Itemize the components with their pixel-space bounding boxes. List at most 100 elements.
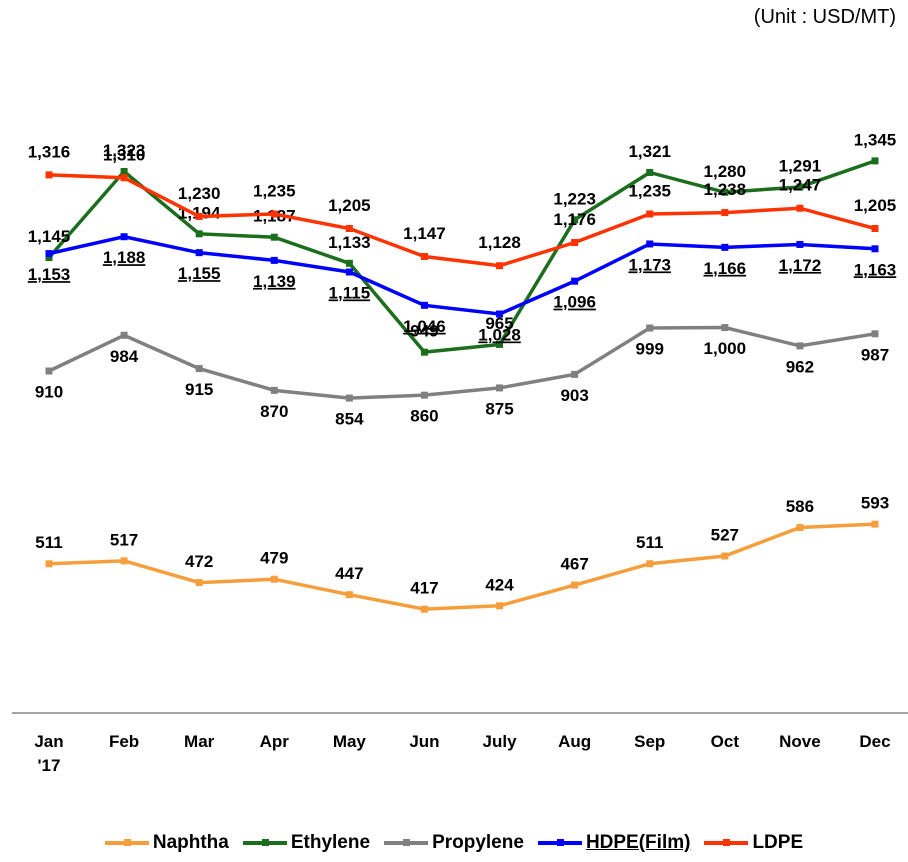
point <box>496 602 504 610</box>
point <box>270 256 278 264</box>
data-label: 479 <box>260 549 288 568</box>
data-label: 875 <box>485 399 513 418</box>
point <box>120 174 128 182</box>
point <box>646 210 654 218</box>
point <box>195 365 203 373</box>
point <box>120 168 128 176</box>
point <box>270 233 278 241</box>
legend-swatch <box>242 839 287 846</box>
point <box>721 243 729 251</box>
legend-item: HDPE(Film) <box>537 832 690 854</box>
point <box>871 225 879 233</box>
data-label: 1,115 <box>329 283 371 302</box>
data-label: 1,230 <box>178 184 221 203</box>
data-label: 511 <box>35 533 62 552</box>
point <box>496 262 504 270</box>
data-label: 1,163 <box>854 260 897 279</box>
data-label: 949 <box>410 322 438 341</box>
legend-label: LDPE <box>752 832 804 853</box>
point <box>496 310 504 318</box>
point <box>721 552 729 560</box>
data-label: 1,188 <box>103 248 146 267</box>
data-label: 870 <box>260 402 288 421</box>
point <box>571 370 579 378</box>
data-label: 1,153 <box>28 265 71 284</box>
data-label: 1,235 <box>253 181 296 200</box>
point <box>45 250 53 258</box>
data-label: 1,310 <box>103 145 146 164</box>
data-label: 1,321 <box>628 142 671 161</box>
data-label: 915 <box>185 380 213 399</box>
point <box>796 524 804 532</box>
data-label: 1,238 <box>704 180 747 199</box>
data-label: 1,205 <box>328 196 371 215</box>
point <box>345 259 353 267</box>
point <box>420 605 428 613</box>
data-label: 984 <box>110 347 139 366</box>
x-tick-label: Nove <box>779 732 821 751</box>
series-line <box>48 325 876 400</box>
x-tick-label: Aug <box>558 732 592 751</box>
point <box>45 253 53 261</box>
data-label: 1,046 <box>403 317 446 336</box>
data-label: 517 <box>110 530 138 549</box>
legend-item: Ethylene <box>242 832 370 854</box>
legend-swatch <box>704 839 749 846</box>
data-label: 586 <box>786 497 814 516</box>
series-line <box>48 173 876 268</box>
unit-note: (Unit : USD/MT) <box>753 6 896 28</box>
data-label: 1,139 <box>253 272 296 291</box>
data-label: 1,155 <box>178 264 221 283</box>
x-tick-label: Jun <box>409 732 440 751</box>
data-label: 1,145 <box>28 227 71 246</box>
data-label: 1,000 <box>704 339 747 358</box>
series-line <box>48 234 876 316</box>
point <box>345 268 353 276</box>
point <box>646 240 654 248</box>
legend-swatch <box>384 839 429 846</box>
data-label: 860 <box>410 407 438 426</box>
point <box>571 581 579 589</box>
data-label: 1,205 <box>854 196 897 215</box>
data-label: 1,172 <box>779 256 822 275</box>
point <box>345 394 353 402</box>
point <box>420 253 428 261</box>
legend-marker <box>123 839 131 846</box>
legend-swatch <box>104 839 149 846</box>
data-label: 472 <box>185 552 213 571</box>
point <box>45 560 53 568</box>
point <box>420 391 428 399</box>
point <box>571 239 579 247</box>
point <box>195 230 203 238</box>
point <box>871 245 879 253</box>
point <box>195 212 203 220</box>
data-label: 1,223 <box>553 189 596 208</box>
data-label: 903 <box>560 386 588 405</box>
point <box>270 210 278 218</box>
point <box>45 171 53 179</box>
x-tick-label: Sep <box>634 732 666 751</box>
legend-item: LDPE <box>704 832 803 854</box>
data-label: 1,133 <box>328 233 371 252</box>
legend-label: Naphtha <box>152 832 229 853</box>
point <box>120 331 128 339</box>
point <box>646 168 654 176</box>
legend-item: Propylene <box>384 832 524 854</box>
data-label: 467 <box>560 555 588 574</box>
data-label: 417 <box>410 579 438 598</box>
data-label: 1,147 <box>403 224 446 243</box>
data-label: 527 <box>711 526 739 545</box>
point <box>345 591 353 599</box>
data-label: 1,096 <box>553 293 596 312</box>
data-label: 1,323 <box>103 141 146 160</box>
data-label: 1,128 <box>478 233 521 252</box>
point <box>796 183 804 191</box>
data-label: 962 <box>786 357 814 376</box>
data-label: 1,173 <box>628 255 671 274</box>
point <box>796 342 804 350</box>
data-label: 965 <box>485 314 513 333</box>
x-tick-label: Dec <box>859 732 891 751</box>
data-label: 854 <box>335 410 364 429</box>
